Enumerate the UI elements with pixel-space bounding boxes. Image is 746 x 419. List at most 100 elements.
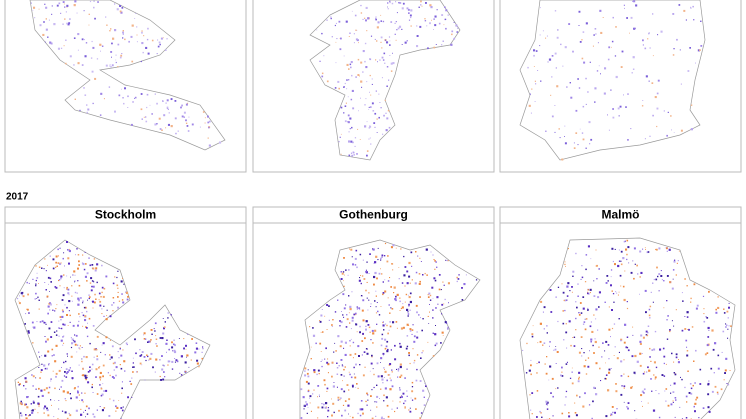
- dot: [376, 40, 378, 42]
- dot: [437, 303, 439, 305]
- dot: [121, 381, 123, 383]
- dot: [578, 10, 581, 13]
- dot: [347, 274, 349, 276]
- dot: [49, 291, 50, 292]
- dot: [349, 308, 352, 311]
- dot: [114, 29, 117, 32]
- dot: [58, 400, 60, 401]
- dot: [62, 310, 64, 313]
- dot: [95, 267, 98, 270]
- dot: [546, 35, 548, 37]
- dot: [32, 375, 35, 378]
- dot: [435, 342, 438, 345]
- dot: [341, 364, 343, 366]
- dot: [596, 70, 599, 72]
- dot: [163, 371, 165, 373]
- dot: [321, 359, 323, 361]
- city-outline: [519, 237, 736, 419]
- dot: [413, 359, 416, 362]
- dot: [335, 41, 337, 43]
- dot: [25, 414, 27, 416]
- dot: [406, 395, 408, 397]
- dot: [546, 401, 549, 404]
- dot: [696, 304, 699, 307]
- dot: [684, 328, 687, 330]
- dot: [82, 325, 84, 327]
- dot: [386, 350, 389, 353]
- dot: [23, 385, 25, 387]
- dot: [600, 380, 602, 382]
- dot: [39, 377, 41, 379]
- dot: [57, 262, 60, 264]
- dot: [528, 369, 531, 372]
- dot: [88, 257, 90, 259]
- dot: [402, 326, 405, 329]
- dot: [699, 368, 702, 371]
- dot: [102, 364, 105, 367]
- dot: [344, 120, 347, 123]
- dot: [659, 348, 662, 351]
- dot: [19, 383, 21, 385]
- dot: [141, 364, 143, 366]
- dot: [546, 404, 548, 406]
- dot: [199, 126, 201, 128]
- dot: [340, 340, 343, 343]
- dot: [640, 394, 643, 397]
- dot: [727, 384, 730, 386]
- dot: [590, 340, 592, 343]
- dot: [684, 278, 686, 280]
- dot: [533, 49, 536, 52]
- dot: [557, 29, 559, 31]
- dot: [338, 365, 340, 367]
- dot: [154, 123, 157, 126]
- dot: [675, 274, 677, 276]
- dot: [632, 260, 634, 262]
- dot: [167, 364, 169, 366]
- dot: [356, 331, 358, 333]
- dot: [431, 286, 434, 289]
- dot: [392, 244, 395, 247]
- dot: [68, 412, 70, 415]
- dot: [570, 96, 573, 99]
- dot: [20, 414, 23, 417]
- dot: [672, 269, 675, 271]
- dot: [78, 284, 81, 287]
- dot: [305, 403, 308, 406]
- dot: [658, 273, 661, 275]
- dot: [727, 328, 729, 330]
- dot: [45, 323, 47, 325]
- dot: [647, 325, 650, 327]
- dot: [587, 365, 590, 368]
- dot: [368, 326, 371, 329]
- dot: [155, 343, 157, 345]
- dot: [414, 397, 417, 400]
- dot: [306, 412, 308, 414]
- dot: [86, 280, 88, 282]
- dot: [92, 325, 95, 327]
- dot: [382, 321, 384, 323]
- dot: [120, 54, 123, 57]
- dot: [41, 267, 43, 269]
- dot: [119, 364, 121, 366]
- dot: [67, 23, 70, 26]
- dot: [319, 60, 321, 62]
- dot: [92, 392, 94, 393]
- dot: [119, 347, 121, 348]
- dot: [174, 100, 177, 102]
- dot: [60, 277, 62, 280]
- dot: [679, 49, 681, 51]
- dot: [147, 341, 149, 343]
- dot: [423, 411, 424, 412]
- dot: [525, 372, 528, 374]
- dot: [618, 291, 620, 293]
- dot: [340, 153, 342, 155]
- dot: [341, 272, 344, 275]
- dot: [409, 300, 412, 304]
- dot: [564, 125, 566, 127]
- dot: [611, 290, 613, 292]
- dot: [451, 30, 454, 33]
- dot: [119, 56, 122, 59]
- dot: [581, 265, 583, 267]
- dot: [81, 347, 83, 348]
- dot: [702, 407, 705, 409]
